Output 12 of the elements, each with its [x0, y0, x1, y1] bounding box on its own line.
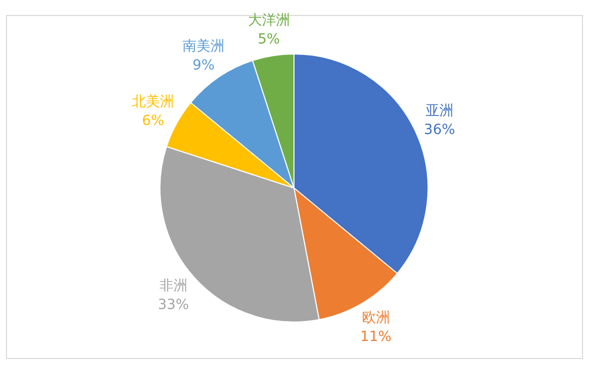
slice-label: 非洲 — [159, 278, 188, 294]
slice-label: 南美洲 — [182, 38, 225, 55]
data-label: 5% — [258, 32, 280, 48]
slice-label: 大洋洲 — [248, 12, 290, 29]
data-label: 9% — [192, 58, 215, 74]
data-label: 11% — [360, 328, 392, 345]
slice-label: 亚洲 — [425, 103, 454, 120]
slice-label: 欧洲 — [362, 310, 390, 326]
data-label: 6% — [142, 113, 164, 130]
slice-label: 北美洲 — [132, 94, 174, 110]
data-label: 33% — [158, 296, 189, 313]
data-label: 36% — [424, 122, 456, 138]
